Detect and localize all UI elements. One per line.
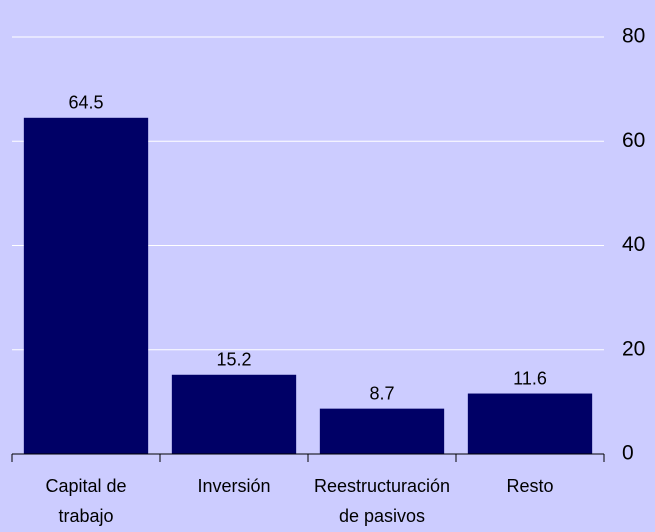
y-tick-label: 0 [622,442,634,465]
value-label: 11.6 [513,368,547,388]
x-tick-label: Inversión [197,476,270,496]
x-tick-label: de pasivos [339,506,425,526]
y-tick-label: 40 [622,233,645,256]
bar [319,408,445,454]
value-label: 8.7 [369,383,394,403]
bar [171,374,297,454]
value-label: 15.2 [216,350,251,370]
y-tick-label: 80 [622,25,645,48]
x-tick-label: Resto [506,476,553,496]
bar [23,117,149,454]
y-tick-label: 20 [622,337,645,360]
x-tick-label: trabajo [58,506,113,526]
bar [467,393,593,454]
value-label: 64.5 [68,93,103,113]
x-tick-label: Reestructuración [314,476,450,496]
x-tick-label: Capital de [45,476,126,496]
y-tick-label: 60 [622,129,645,152]
